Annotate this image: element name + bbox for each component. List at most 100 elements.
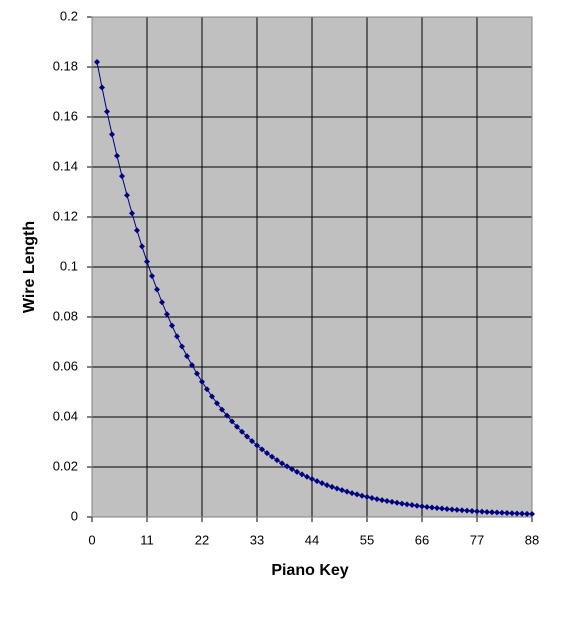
y-tick-label: 0.06	[53, 358, 78, 373]
data-point	[474, 508, 480, 515]
data-point	[449, 506, 455, 513]
data-point	[109, 131, 115, 138]
y-tick-label: 0.02	[53, 458, 78, 473]
data-point	[284, 463, 290, 470]
y-tick-label: 0.18	[53, 58, 78, 73]
data-point	[244, 433, 250, 440]
data-point	[309, 476, 315, 483]
data-point	[394, 499, 400, 506]
x-tick-label: 44	[305, 532, 319, 547]
data-point	[324, 482, 330, 489]
x-tick-label: 0	[88, 532, 95, 547]
data-point	[164, 311, 170, 318]
data-point	[414, 502, 420, 509]
data-point	[159, 299, 165, 306]
data-point	[444, 506, 450, 513]
data-point	[104, 108, 110, 115]
data-point	[374, 496, 380, 503]
data-point	[404, 501, 410, 508]
data-point	[199, 378, 205, 385]
data-point	[289, 466, 295, 473]
data-point	[314, 478, 320, 485]
data-point	[94, 59, 100, 65]
data-point	[219, 406, 225, 413]
data-point	[124, 192, 130, 199]
data-point	[379, 497, 385, 504]
data-point	[464, 507, 470, 514]
data-point	[179, 343, 185, 350]
data-point	[494, 509, 500, 516]
y-tick-label: 0.14	[53, 158, 78, 173]
y-axis-title: Wire Length	[21, 221, 38, 313]
data-point	[529, 511, 535, 517]
data-point	[294, 468, 300, 475]
x-tick-label: 88	[525, 532, 539, 547]
y-tick-label: 0.2	[60, 8, 78, 23]
data-point	[114, 152, 120, 159]
data-point	[479, 508, 485, 515]
data-point	[174, 333, 180, 340]
data-point	[254, 442, 260, 449]
y-tick-label: 0.04	[53, 408, 78, 423]
data-point	[339, 487, 345, 494]
data-point	[344, 488, 350, 495]
data-point	[424, 503, 430, 510]
data-point	[139, 243, 145, 250]
data-point	[439, 505, 445, 512]
y-tick-label: 0.16	[53, 108, 78, 123]
data-point	[489, 509, 495, 516]
data-point	[419, 503, 425, 510]
data-point	[229, 418, 235, 425]
data-point	[99, 84, 105, 91]
data-point	[274, 457, 280, 464]
data-point	[514, 510, 520, 517]
data-point	[504, 510, 510, 516]
data-point	[119, 173, 125, 180]
data-point	[369, 495, 375, 502]
data-point	[319, 480, 325, 487]
data-point	[259, 446, 265, 453]
data-point	[384, 498, 390, 505]
data-point	[204, 386, 210, 393]
data-point	[269, 453, 275, 460]
data-point	[129, 210, 135, 217]
data-point	[454, 506, 460, 513]
data-point	[429, 504, 435, 511]
data-point	[524, 510, 530, 517]
data-point	[209, 393, 215, 400]
y-tick-label: 0.08	[53, 308, 78, 323]
x-tick-label: 77	[470, 532, 484, 547]
data-point	[194, 370, 200, 377]
data-point	[359, 492, 365, 499]
y-tick-label: 0.1	[60, 258, 78, 273]
data-point	[154, 286, 160, 293]
data-point	[364, 493, 370, 500]
data-point	[509, 510, 515, 517]
data-point	[184, 353, 190, 360]
data-point	[239, 428, 245, 435]
data-point	[409, 502, 415, 509]
data-point	[299, 471, 305, 478]
plot-border	[91, 16, 533, 518]
data-point	[224, 412, 230, 419]
data-point	[354, 491, 360, 498]
x-tick-label: 22	[195, 532, 209, 547]
data-point	[399, 500, 405, 507]
data-point	[304, 473, 310, 480]
data-point	[499, 509, 505, 516]
data-point	[264, 450, 270, 457]
y-tick-label: 0	[71, 508, 78, 523]
data-point	[279, 460, 285, 467]
x-tick-label: 33	[250, 532, 264, 547]
x-tick-label: 11	[140, 532, 154, 547]
data-point	[519, 510, 525, 517]
data-point	[144, 258, 150, 265]
x-tick-label: 66	[415, 532, 429, 547]
data-point	[234, 423, 240, 430]
x-axis-title: Piano Key	[271, 562, 348, 579]
data-point	[334, 485, 340, 492]
data-point	[329, 483, 335, 490]
data-point	[349, 490, 355, 497]
data-point	[169, 322, 175, 329]
